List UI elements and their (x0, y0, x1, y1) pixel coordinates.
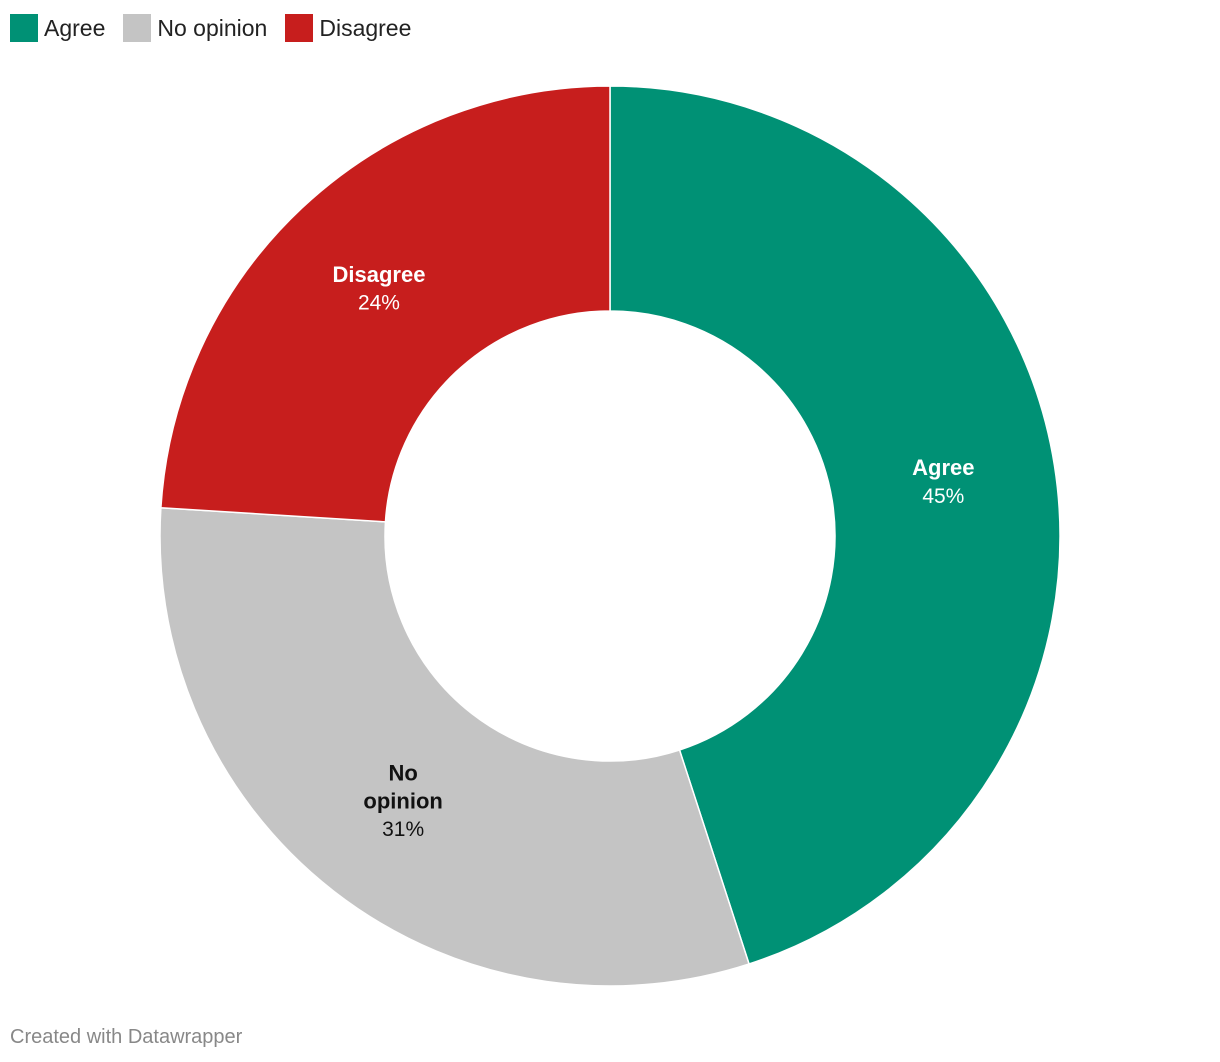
legend-label-no-opinion: No opinion (157, 15, 268, 41)
legend-label-disagree: Disagree (319, 15, 412, 41)
legend-swatch-disagree (285, 14, 314, 42)
slice-disagree (160, 85, 611, 523)
slice-value-agree: 45% (922, 485, 964, 508)
slice-agree (609, 85, 1061, 965)
slice-name-disagree: Disagree (332, 262, 425, 287)
slice-label-disagree: Disagree 24% (332, 262, 425, 315)
legend-swatch-agree (10, 14, 38, 42)
legend-item-no-opinion: No opinion (123, 14, 267, 42)
slice-no-opinion (159, 506, 751, 987)
legend-swatch-no-opinion (123, 14, 152, 42)
footer-credit: Created with Datawrapper (10, 1026, 243, 1048)
chart-legend: Agree No opinion Disagree (10, 12, 429, 44)
slice-label-agree: Agree 45% (912, 455, 974, 508)
slice-label-no-opinion: No opinion 31% (363, 760, 442, 841)
legend-item-agree: Agree (10, 14, 105, 42)
slice-name-no-opinion-line-2: opinion (363, 788, 442, 813)
slice-value-no-opinion: 31% (382, 818, 424, 841)
legend-item-disagree: Disagree (285, 14, 411, 42)
legend-label-agree: Agree (44, 15, 106, 41)
slice-value-disagree: 24% (358, 292, 400, 315)
slice-name-no-opinion-line-1: No (388, 760, 417, 785)
slice-name-agree: Agree (912, 455, 974, 480)
